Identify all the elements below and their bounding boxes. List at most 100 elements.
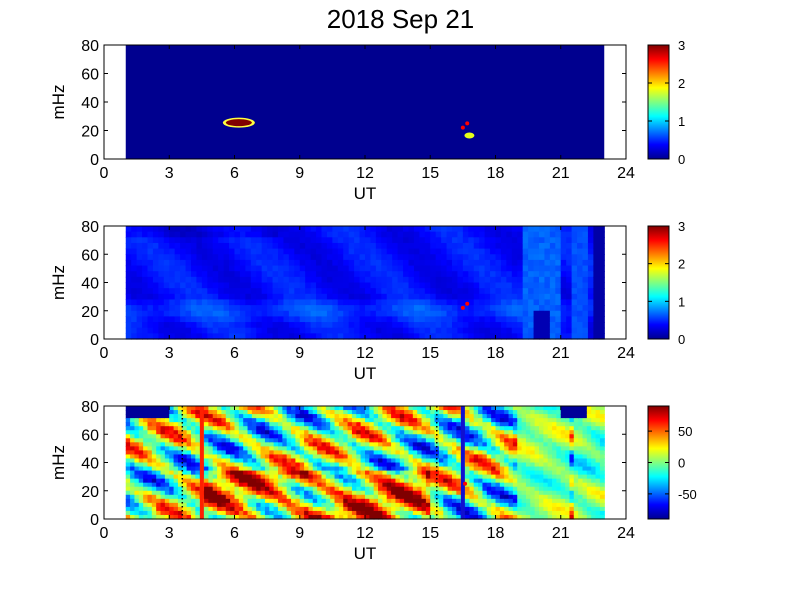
heatmap-cell: [571, 265, 578, 272]
heatmap-cell: [469, 438, 475, 443]
heatmap-cell: [267, 276, 274, 284]
heatmap-cell: [221, 426, 227, 431]
heatmap-cell: [238, 510, 244, 516]
heatmap-cell: [269, 494, 275, 500]
heatmap-cell: [223, 305, 230, 312]
heatmap-cell: [191, 494, 196, 500]
x-tick-label: 12: [356, 525, 374, 542]
heatmap-cell: [478, 454, 484, 460]
heatmap-cell: [234, 293, 241, 301]
heatmap-cell: [225, 406, 231, 411]
heatmap-cell: [530, 406, 536, 411]
heatmap-cell: [234, 426, 240, 431]
heatmap-cell: [517, 410, 523, 415]
heatmap-cell: [484, 231, 491, 238]
heatmap-cell: [424, 254, 431, 261]
heatmap-cell: [264, 462, 270, 468]
heatmap-cell: [251, 474, 257, 480]
heatmap-cell: [591, 498, 597, 504]
heatmap-cell: [446, 226, 453, 233]
heatmap-cell: [251, 502, 257, 508]
heatmap-cell: [256, 282, 263, 289]
heatmap-cell: [173, 458, 179, 464]
heatmap-cell: [204, 486, 209, 492]
heatmap-cell: [321, 310, 328, 317]
heatmap-cell: [230, 410, 236, 415]
heatmap-cell: [208, 498, 214, 504]
heatmap-cell: [332, 231, 339, 238]
heatmap-cell: [382, 458, 388, 464]
heatmap-cell: [421, 470, 427, 476]
heatmap-cell: [569, 462, 575, 468]
heatmap-cell: [212, 288, 219, 295]
heatmap-cell: [456, 490, 462, 496]
heatmap-cell: [223, 322, 230, 329]
heatmap-cell: [185, 333, 192, 340]
heatmap-cell: [218, 242, 225, 250]
heatmap-cell: [343, 406, 349, 411]
heatmap-cell: [264, 510, 270, 516]
heatmap-cell: [408, 450, 414, 456]
heatmap-cell: [294, 242, 301, 250]
heatmap-cell: [321, 466, 327, 472]
heatmap-cell: [304, 502, 310, 508]
heatmap-cell: [308, 510, 314, 516]
heatmap-cell: [191, 305, 198, 312]
heatmap-cell: [369, 406, 375, 411]
heatmap-cell: [412, 462, 418, 468]
heatmap-cell: [591, 450, 597, 456]
heatmap-cell: [412, 454, 418, 460]
heatmap-cell: [250, 299, 257, 306]
figure-title: 2018 Sep 21: [326, 4, 475, 34]
heatmap-cell: [316, 265, 323, 272]
heatmap-cell: [312, 406, 318, 411]
heatmap-cell: [435, 237, 442, 244]
heatmap-cell: [151, 510, 157, 516]
y-tick-label: 80: [81, 38, 99, 55]
heatmap-cell: [499, 418, 505, 423]
heatmap-cell: [569, 418, 575, 423]
heatmap-cell: [512, 498, 518, 504]
heatmap-cell: [225, 466, 231, 472]
heatmap-cell: [182, 514, 188, 520]
heatmap-cell: [264, 418, 270, 423]
heatmap-cell: [238, 482, 244, 488]
heatmap-cell: [330, 502, 336, 508]
heatmap-cell: [404, 458, 410, 464]
heatmap-cell: [495, 450, 501, 456]
heatmap-cell: [399, 446, 405, 451]
heatmap-cell: [321, 271, 328, 278]
heatmap-cell: [560, 254, 567, 261]
heatmap-cell: [370, 293, 377, 301]
heatmap-cell: [573, 446, 579, 451]
heatmap-cell: [195, 418, 201, 423]
heatmap-cell: [547, 426, 553, 431]
heatmap-cell: [499, 442, 505, 447]
heatmap-cell: [399, 450, 405, 456]
heatmap-cell: [278, 322, 285, 329]
heatmap-cell: [288, 231, 295, 238]
heatmap-cell: [239, 231, 246, 238]
heatmap-cell: [462, 254, 469, 261]
heatmap-cell: [511, 242, 518, 250]
heatmap-cell: [525, 474, 531, 480]
heatmap-cell: [593, 259, 600, 267]
heatmap-cell: [337, 316, 344, 323]
heatmap-cell: [395, 490, 401, 496]
heatmap-cell: [291, 422, 296, 427]
heatmap-cell: [174, 293, 181, 301]
heatmap-cell: [552, 478, 557, 484]
heatmap-cell: [490, 242, 497, 250]
heatmap-cell: [408, 422, 414, 427]
heatmap-cell: [565, 410, 571, 415]
heatmap-cell: [468, 276, 475, 284]
heatmap-cell: [465, 490, 470, 496]
heatmap-cell: [251, 406, 257, 411]
heatmap-cell: [578, 470, 584, 476]
heatmap-cell: [511, 265, 518, 272]
heatmap-cell: [208, 510, 214, 516]
heatmap-cell: [131, 288, 138, 295]
heatmap-cell: [443, 502, 449, 508]
heatmap-cell: [245, 248, 252, 255]
heatmap-cell: [164, 470, 170, 476]
